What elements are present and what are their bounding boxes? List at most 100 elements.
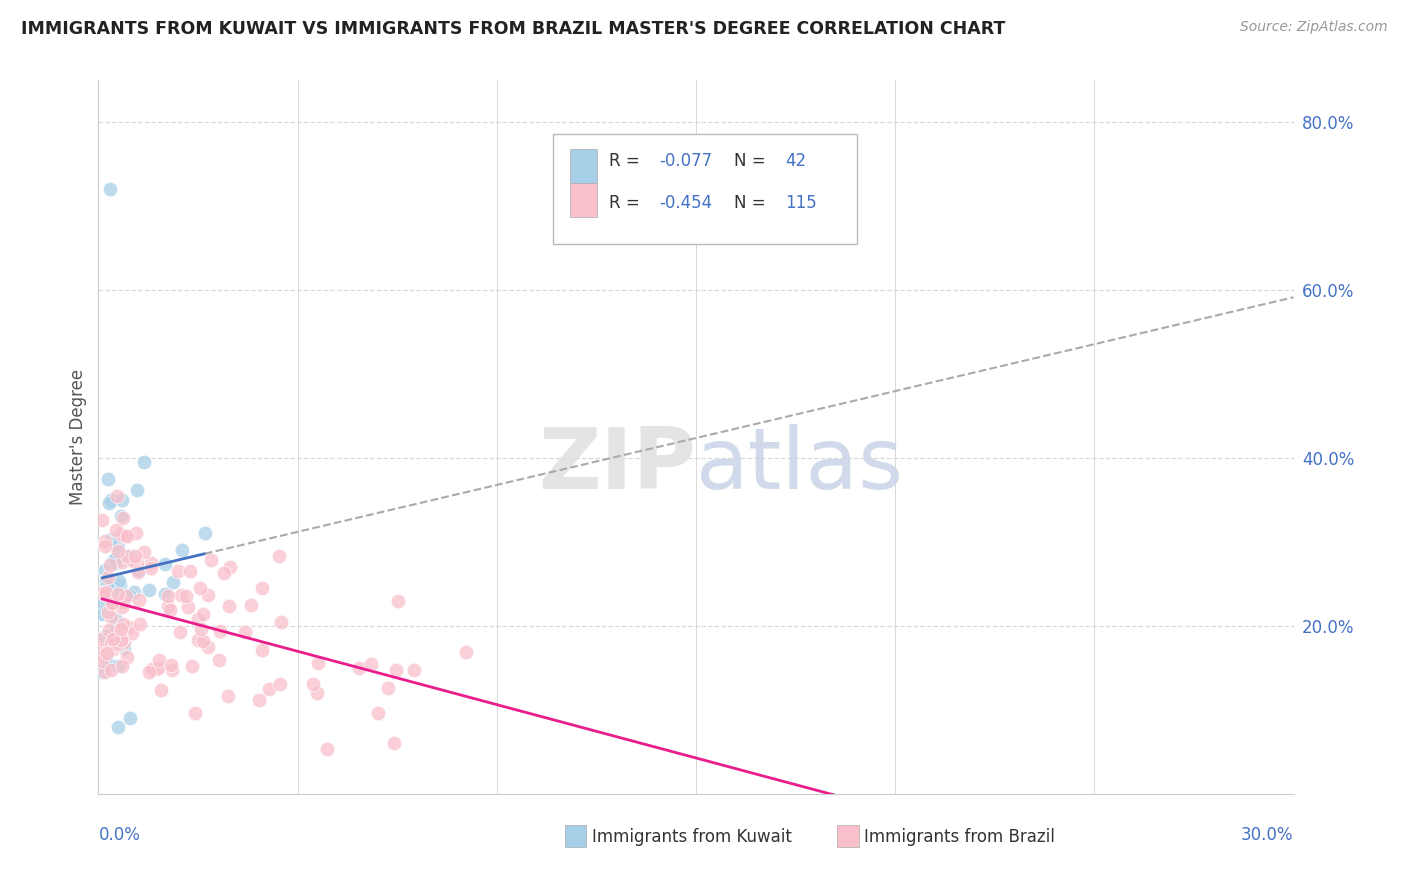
Point (208, 624, 231, 639)
Point (187, 612, 209, 626)
Point (141, 557, 163, 571)
Point (188, 581, 211, 595)
Point (181, 659, 204, 673)
Y-axis label: Master's Degree: Master's Degree (69, 369, 87, 505)
Point (105, 638, 128, 652)
Point (219, 559, 242, 574)
Point (93, 540, 115, 554)
Point (100, 663, 122, 677)
Point (112, 510, 135, 524)
Point (148, 653, 170, 667)
Point (91, 607, 114, 621)
Point (127, 565, 149, 579)
Point (307, 686, 329, 700)
Point (108, 574, 131, 588)
Point (98, 182, 122, 196)
Point (112, 640, 135, 655)
Point (191, 607, 214, 621)
Point (367, 706, 389, 721)
Point (159, 603, 181, 617)
Point (107, 586, 129, 600)
Point (120, 549, 142, 564)
Point (107, 544, 129, 558)
Text: -0.454: -0.454 (659, 194, 711, 212)
Point (100, 583, 122, 598)
Point (121, 626, 143, 640)
Point (118, 620, 141, 634)
Point (100, 532, 122, 546)
Point (105, 490, 128, 504)
Point (174, 590, 197, 604)
Point (301, 677, 323, 691)
Point (166, 564, 188, 578)
Point (100, 636, 122, 650)
Point (212, 566, 235, 580)
Point (91, 643, 114, 657)
Point (128, 593, 150, 607)
Point (105, 614, 128, 628)
Point (98, 558, 121, 572)
Point (387, 594, 409, 608)
Point (110, 622, 132, 636)
Point (118, 588, 141, 602)
Point (94, 585, 117, 599)
Bar (571, 150, 596, 184)
Point (108, 577, 131, 591)
Point (257, 681, 280, 696)
Point (315, 742, 337, 756)
Point (104, 556, 127, 570)
Text: Source: ZipAtlas.com: Source: ZipAtlas.com (1240, 20, 1388, 34)
Point (187, 632, 209, 647)
Point (105, 622, 128, 636)
Point (146, 661, 169, 675)
Point (94, 629, 117, 643)
Point (121, 554, 143, 568)
Point (128, 563, 150, 577)
Point (111, 659, 134, 673)
Point (162, 575, 184, 590)
Point (160, 658, 183, 673)
Point (97, 472, 120, 486)
Point (382, 736, 405, 750)
Bar (837, 824, 859, 847)
Point (101, 641, 124, 656)
Point (239, 598, 262, 612)
Point (96, 646, 118, 660)
Point (107, 659, 129, 673)
Point (170, 543, 193, 558)
Text: atlas: atlas (696, 424, 904, 508)
Point (112, 529, 135, 543)
Point (91, 595, 114, 609)
Point (197, 640, 219, 655)
Point (111, 595, 134, 609)
Point (307, 656, 329, 670)
Text: N =: N = (734, 152, 770, 169)
Point (247, 693, 270, 707)
Point (349, 660, 371, 674)
Point (157, 599, 180, 613)
Point (129, 616, 152, 631)
Point (91, 632, 114, 646)
Point (127, 557, 149, 571)
Point (267, 549, 290, 563)
Point (120, 711, 142, 725)
Bar (571, 183, 596, 218)
Point (94, 586, 117, 600)
Point (269, 677, 291, 691)
Point (110, 633, 132, 648)
Text: R =: R = (609, 152, 645, 169)
Point (132, 545, 155, 559)
Text: 30.0%: 30.0% (1241, 826, 1294, 844)
Point (96, 606, 118, 620)
Point (179, 564, 201, 578)
Point (110, 508, 132, 523)
Point (145, 662, 167, 676)
Point (270, 615, 292, 629)
Point (456, 645, 478, 659)
Point (91, 585, 114, 599)
Point (217, 690, 239, 704)
Text: N =: N = (734, 194, 770, 212)
Point (385, 663, 408, 677)
Point (104, 523, 127, 537)
Point (112, 617, 135, 632)
